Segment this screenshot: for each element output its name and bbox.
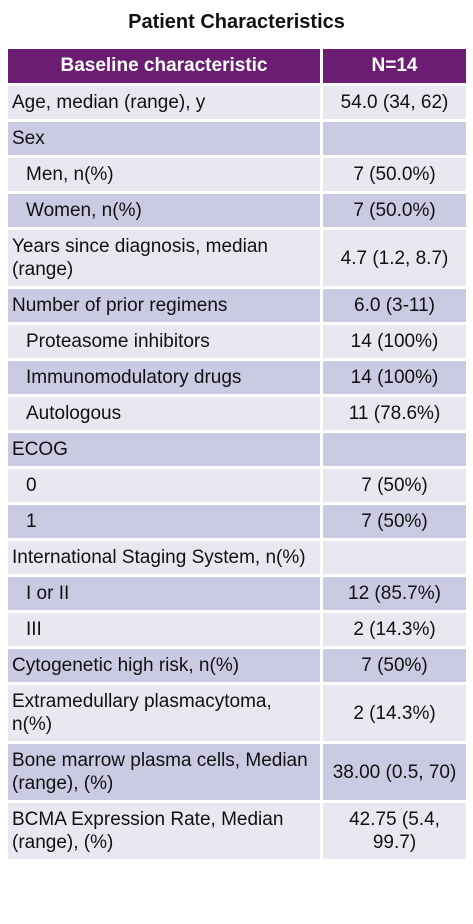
row-label: Bone marrow plasma cells, Median (range)… bbox=[8, 744, 320, 800]
row-value bbox=[323, 433, 466, 466]
table-row: Women, n(%) 7 (50.0%) bbox=[8, 194, 466, 227]
table-row: Number of prior regimens 6.0 (3-11) bbox=[8, 289, 466, 322]
row-label: Immunomodulatory drugs bbox=[8, 361, 320, 394]
row-value: 42.75 (5.4, 99.7) bbox=[323, 803, 466, 859]
row-label: Autologous bbox=[8, 397, 320, 430]
header-row: Baseline characteristic N=14 bbox=[8, 49, 466, 83]
table-row: 1 7 (50%) bbox=[8, 505, 466, 538]
row-value bbox=[323, 122, 466, 155]
table-row: International Staging System, n(%) bbox=[8, 541, 466, 574]
header-n: N=14 bbox=[323, 49, 466, 83]
row-label: 1 bbox=[8, 505, 320, 538]
row-value: 7 (50.0%) bbox=[323, 194, 466, 227]
table-row: Age, median (range), y 54.0 (34, 62) bbox=[8, 86, 466, 119]
row-value: 11 (78.6%) bbox=[323, 397, 466, 430]
row-label: ECOG bbox=[8, 433, 320, 466]
row-label: Years since diagnosis, median (range) bbox=[8, 230, 320, 286]
row-value: 7 (50%) bbox=[323, 469, 466, 502]
row-value: 12 (85.7%) bbox=[323, 577, 466, 610]
table-row: Extramedullary plasmacytoma, n(%) 2 (14.… bbox=[8, 685, 466, 741]
table-row: Bone marrow plasma cells, Median (range)… bbox=[8, 744, 466, 800]
row-label: Men, n(%) bbox=[8, 158, 320, 191]
row-label: III bbox=[8, 613, 320, 646]
table-row: 0 7 (50%) bbox=[8, 469, 466, 502]
row-label: Extramedullary plasmacytoma, n(%) bbox=[8, 685, 320, 741]
row-value bbox=[323, 541, 466, 574]
row-value: 2 (14.3%) bbox=[323, 613, 466, 646]
row-label: Number of prior regimens bbox=[8, 289, 320, 322]
row-value: 14 (100%) bbox=[323, 325, 466, 358]
row-label: I or II bbox=[8, 577, 320, 610]
table-row: III 2 (14.3%) bbox=[8, 613, 466, 646]
table-row: Autologous 11 (78.6%) bbox=[8, 397, 466, 430]
table-row: Sex bbox=[8, 122, 466, 155]
row-label: International Staging System, n(%) bbox=[8, 541, 320, 574]
row-value: 7 (50%) bbox=[323, 505, 466, 538]
row-label: Cytogenetic high risk, n(%) bbox=[8, 649, 320, 682]
table-row: BCMA Expression Rate, Median (range), (%… bbox=[8, 803, 466, 859]
row-label: BCMA Expression Rate, Median (range), (%… bbox=[8, 803, 320, 859]
row-value: 7 (50%) bbox=[323, 649, 466, 682]
patient-characteristics-table: Baseline characteristic N=14 Age, median… bbox=[5, 46, 469, 862]
table-row: Men, n(%) 7 (50.0%) bbox=[8, 158, 466, 191]
table-row: I or II 12 (85.7%) bbox=[8, 577, 466, 610]
row-value: 7 (50.0%) bbox=[323, 158, 466, 191]
row-value: 4.7 (1.2, 8.7) bbox=[323, 230, 466, 286]
row-value: 14 (100%) bbox=[323, 361, 466, 394]
table-title: Patient Characteristics bbox=[128, 11, 345, 33]
table-row: Years since diagnosis, median (range) 4.… bbox=[8, 230, 466, 286]
row-label: Age, median (range), y bbox=[8, 86, 320, 119]
table-row: ECOG bbox=[8, 433, 466, 466]
row-value: 2 (14.3%) bbox=[323, 685, 466, 741]
row-label: Women, n(%) bbox=[8, 194, 320, 227]
table-row: Cytogenetic high risk, n(%) 7 (50%) bbox=[8, 649, 466, 682]
row-label: Sex bbox=[8, 122, 320, 155]
row-label: 0 bbox=[8, 469, 320, 502]
row-label: Proteasome inhibitors bbox=[8, 325, 320, 358]
table-row: Immunomodulatory drugs 14 (100%) bbox=[8, 361, 466, 394]
header-baseline-characteristic: Baseline characteristic bbox=[8, 49, 320, 83]
row-value: 54.0 (34, 62) bbox=[323, 86, 466, 119]
row-value: 38.00 (0.5, 70) bbox=[323, 744, 466, 800]
row-value: 6.0 (3-11) bbox=[323, 289, 466, 322]
table-row: Proteasome inhibitors 14 (100%) bbox=[8, 325, 466, 358]
